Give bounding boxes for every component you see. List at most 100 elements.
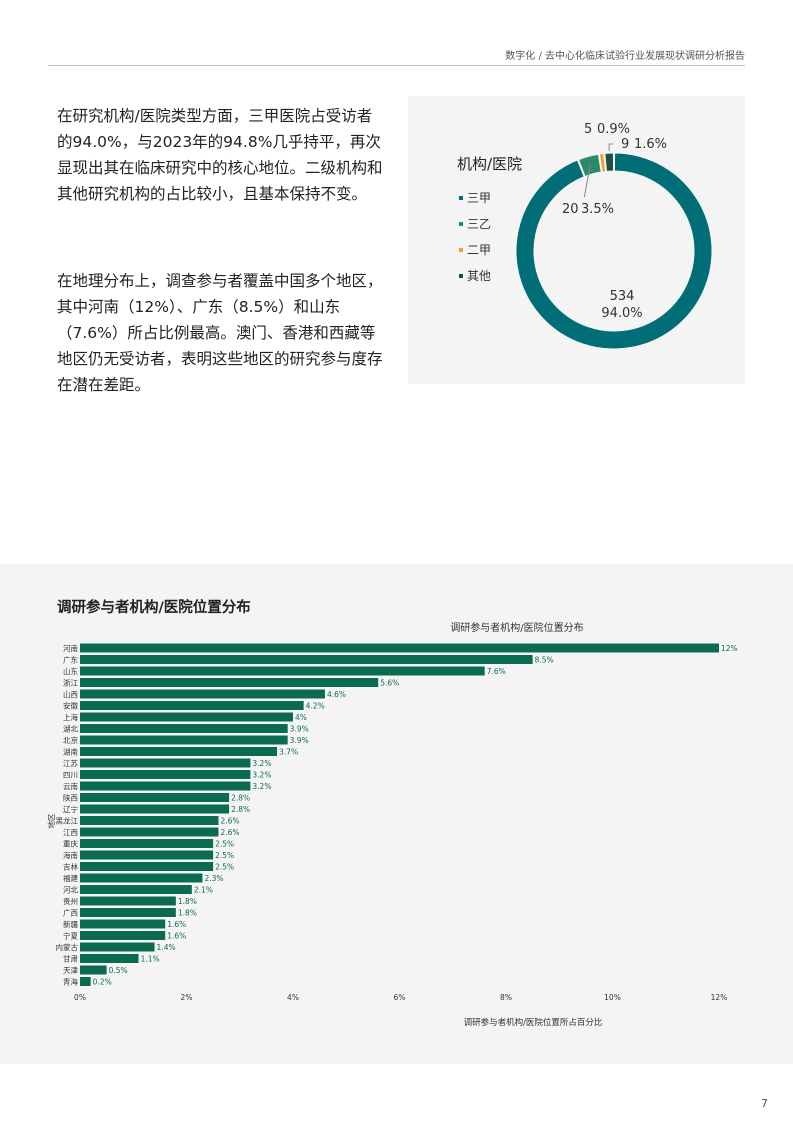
- bar-value-label: 3.2%: [252, 782, 271, 791]
- bar-22: [80, 896, 176, 906]
- bar-23: [80, 908, 176, 917]
- bar-21: [80, 885, 192, 894]
- bar-16: [80, 827, 219, 837]
- slice-value-sanyi: 20: [562, 202, 579, 217]
- bar-category-label: 天津: [63, 966, 78, 975]
- bar-category-label: 四川: [63, 771, 78, 780]
- bar-category-label: 安徽: [63, 701, 78, 711]
- bar-value-label: 5.6%: [380, 679, 399, 688]
- bar-11: [80, 770, 251, 779]
- legend-marker-sanyi: [459, 222, 463, 226]
- bar-25: [80, 931, 166, 940]
- header-divider: [48, 65, 745, 66]
- bar-value-label: 3.7%: [279, 748, 298, 757]
- bar-29: [80, 977, 91, 986]
- bar-category-label: 内蒙古: [56, 942, 79, 952]
- bar-value-label: 1.4%: [157, 943, 176, 952]
- x-axis-label: 调研参与者机构/医院位置所占百分比: [464, 1017, 603, 1028]
- x-tick-label: 12%: [711, 993, 728, 1002]
- bar-value-label: 3.2%: [252, 759, 271, 768]
- bar-value-label: 0.2%: [93, 978, 112, 987]
- bar-2: [80, 666, 485, 676]
- bar-20: [80, 873, 203, 883]
- bar-category-label: 贵州: [63, 896, 78, 906]
- bar-15: [80, 816, 219, 825]
- bar-category-label: 广东: [63, 655, 78, 665]
- bar-category-label: 福建: [63, 873, 78, 883]
- donut-chart-panel: 机构/医院 三甲 三乙 二甲 其他 534 94.0% 20 3.5% 5 0.9% 9 1.6%: [408, 96, 745, 384]
- bar-13: [80, 793, 230, 802]
- bar-value-label: 7.6%: [487, 667, 506, 676]
- donut-slice-qita: [604, 152, 615, 172]
- bar-category-label: 新疆: [63, 919, 78, 929]
- bar-value-label: 2.1%: [194, 886, 213, 895]
- bar-value-label: 2.8%: [231, 805, 250, 814]
- page-number: 7: [761, 1097, 768, 1110]
- slice-value-qita: 9: [621, 137, 629, 152]
- bar-24: [80, 919, 166, 929]
- bar-category-label: 吉林: [63, 862, 78, 872]
- legend-marker-sanjia: [459, 196, 463, 200]
- bar-value-label: 1.6%: [167, 920, 186, 929]
- header-title: 数字化 / 去中心化临床试验行业发展现状调研分析报告: [505, 51, 745, 62]
- donut-slice-sanjia: [515, 152, 713, 350]
- bar-value-label: 3.9%: [290, 725, 309, 734]
- legend-label-erjia: 二甲: [467, 243, 491, 257]
- bar-value-label: 2.6%: [220, 828, 239, 837]
- bar-category-label: 宁夏: [63, 931, 78, 941]
- bar-18: [80, 850, 214, 860]
- bar-27: [80, 954, 139, 963]
- bar-10: [80, 758, 251, 768]
- bar-category-label: 云南: [63, 781, 78, 791]
- bar-category-label: 甘肃: [63, 954, 78, 964]
- bar-1: [80, 655, 533, 664]
- bar-value-label: 4%: [295, 713, 307, 722]
- bar-category-label: 广西: [63, 908, 78, 918]
- slice-percent-sanyi: 3.5%: [581, 202, 614, 217]
- bar-value-label: 1.6%: [167, 932, 186, 941]
- bar-12: [80, 781, 251, 791]
- x-tick-label: 10%: [604, 993, 621, 1002]
- x-tick-label: 2%: [181, 993, 193, 1002]
- paragraph-institution-type: 在研究机构/医院类型方面，三甲医院占受访者的94.0%，与2023年的94.8%…: [57, 107, 383, 203]
- bar-value-label: 8.5%: [535, 656, 554, 665]
- slice-percent-sanjia: 94.0%: [601, 306, 642, 321]
- section-title: 调研参与者机构/医院位置分布: [57, 600, 251, 616]
- bar-6: [80, 712, 293, 722]
- bar-28: [80, 965, 107, 975]
- x-tick-label: 0%: [74, 993, 86, 1002]
- bar-category-label: 山东: [63, 666, 78, 676]
- slice-value-erjia: 5: [584, 122, 592, 137]
- bar-category-label: 江西: [63, 828, 78, 837]
- x-tick-label: 6%: [394, 993, 406, 1002]
- leader-line-qita: [608, 143, 614, 152]
- bar-value-label: 1.8%: [178, 897, 197, 906]
- x-tick-label: 4%: [287, 993, 299, 1002]
- bar-3: [80, 678, 379, 687]
- bar-26: [80, 942, 155, 952]
- bar-category-label: 浙江: [63, 678, 78, 688]
- bar-0: [80, 643, 719, 653]
- bar-category-label: 江苏: [63, 758, 78, 768]
- bar-4: [80, 689, 325, 699]
- bar-category-label: 辽宁: [63, 804, 78, 814]
- bar-chart-title: 调研参与者机构/医院位置分布: [450, 621, 583, 634]
- bar-value-label: 4.2%: [306, 702, 325, 711]
- bar-value-label: 2.5%: [215, 851, 234, 860]
- legend-label-qita: 其他: [467, 269, 491, 283]
- bar-value-label: 12%: [721, 644, 738, 653]
- slice-percent-qita: 1.6%: [634, 137, 667, 152]
- bar-value-label: 1.8%: [178, 909, 197, 918]
- legend-label-sanyi: 三乙: [467, 217, 491, 231]
- bar-value-label: 1.1%: [141, 955, 160, 964]
- donut-slice-erjia: [598, 152, 607, 173]
- bar-value-label: 4.6%: [327, 690, 346, 699]
- paragraph-geographic-distribution: 在地理分布上，调查参与者覆盖中国多个地区，其中河南（12%）、广东（8.5%）和…: [57, 272, 383, 394]
- bar-5: [80, 701, 304, 710]
- bar-category-label: 重庆: [63, 839, 78, 849]
- bar-category-label: 黑龙江: [56, 816, 79, 826]
- bar-8: [80, 735, 288, 745]
- bar-19: [80, 862, 214, 871]
